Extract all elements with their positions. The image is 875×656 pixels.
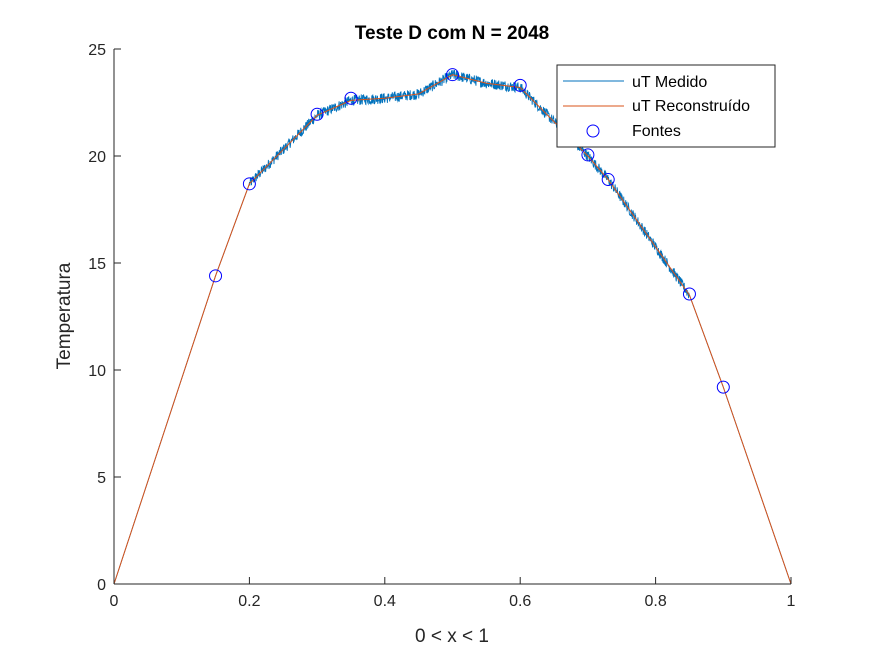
fonte-marker — [209, 269, 223, 283]
legend-marker-fontes — [586, 124, 600, 138]
x-tick-label: 0.6 — [509, 593, 531, 610]
fonte-marker — [581, 148, 595, 162]
legend-label-fontes: Fontes — [632, 123, 681, 140]
axes — [113, 49, 791, 585]
x-axis-label: 0 < x < 1 — [415, 626, 489, 647]
x-tick-label: 0.8 — [644, 593, 666, 610]
fonte-marker — [601, 173, 615, 187]
x-tick-label: 0.4 — [374, 593, 396, 610]
y-tick-label: 0 — [97, 577, 106, 594]
fonte-marker — [310, 107, 324, 121]
series-line-reconstruido — [113, 74, 792, 585]
y-tick-label: 20 — [88, 149, 106, 166]
legend-label-reconstruido: uT Reconstruído — [632, 98, 750, 115]
y-tick-label: 5 — [97, 470, 106, 487]
legend-label-medido: uT Medido — [632, 74, 707, 91]
fonte-marker — [344, 91, 358, 105]
x-tick-label: 0 — [110, 593, 119, 610]
legend: uT Medido uT Reconstruído Fontes — [556, 64, 776, 148]
y-tick-label: 15 — [88, 256, 106, 273]
y-axis-label: Temperatura — [54, 262, 75, 369]
fonte-marker — [513, 78, 527, 92]
y-tick-label: 25 — [88, 42, 106, 59]
fonte-marker — [242, 177, 256, 191]
chart-title: Teste D com N = 2048 — [355, 23, 550, 44]
y-tick-label: 10 — [88, 363, 106, 380]
fonte-marker — [682, 287, 696, 301]
plot-series — [113, 68, 792, 585]
fonte-marker — [446, 68, 459, 82]
fonte-marker — [716, 380, 730, 394]
x-tick-label: 1 — [787, 593, 796, 610]
x-tick-label: 0.2 — [238, 593, 260, 610]
